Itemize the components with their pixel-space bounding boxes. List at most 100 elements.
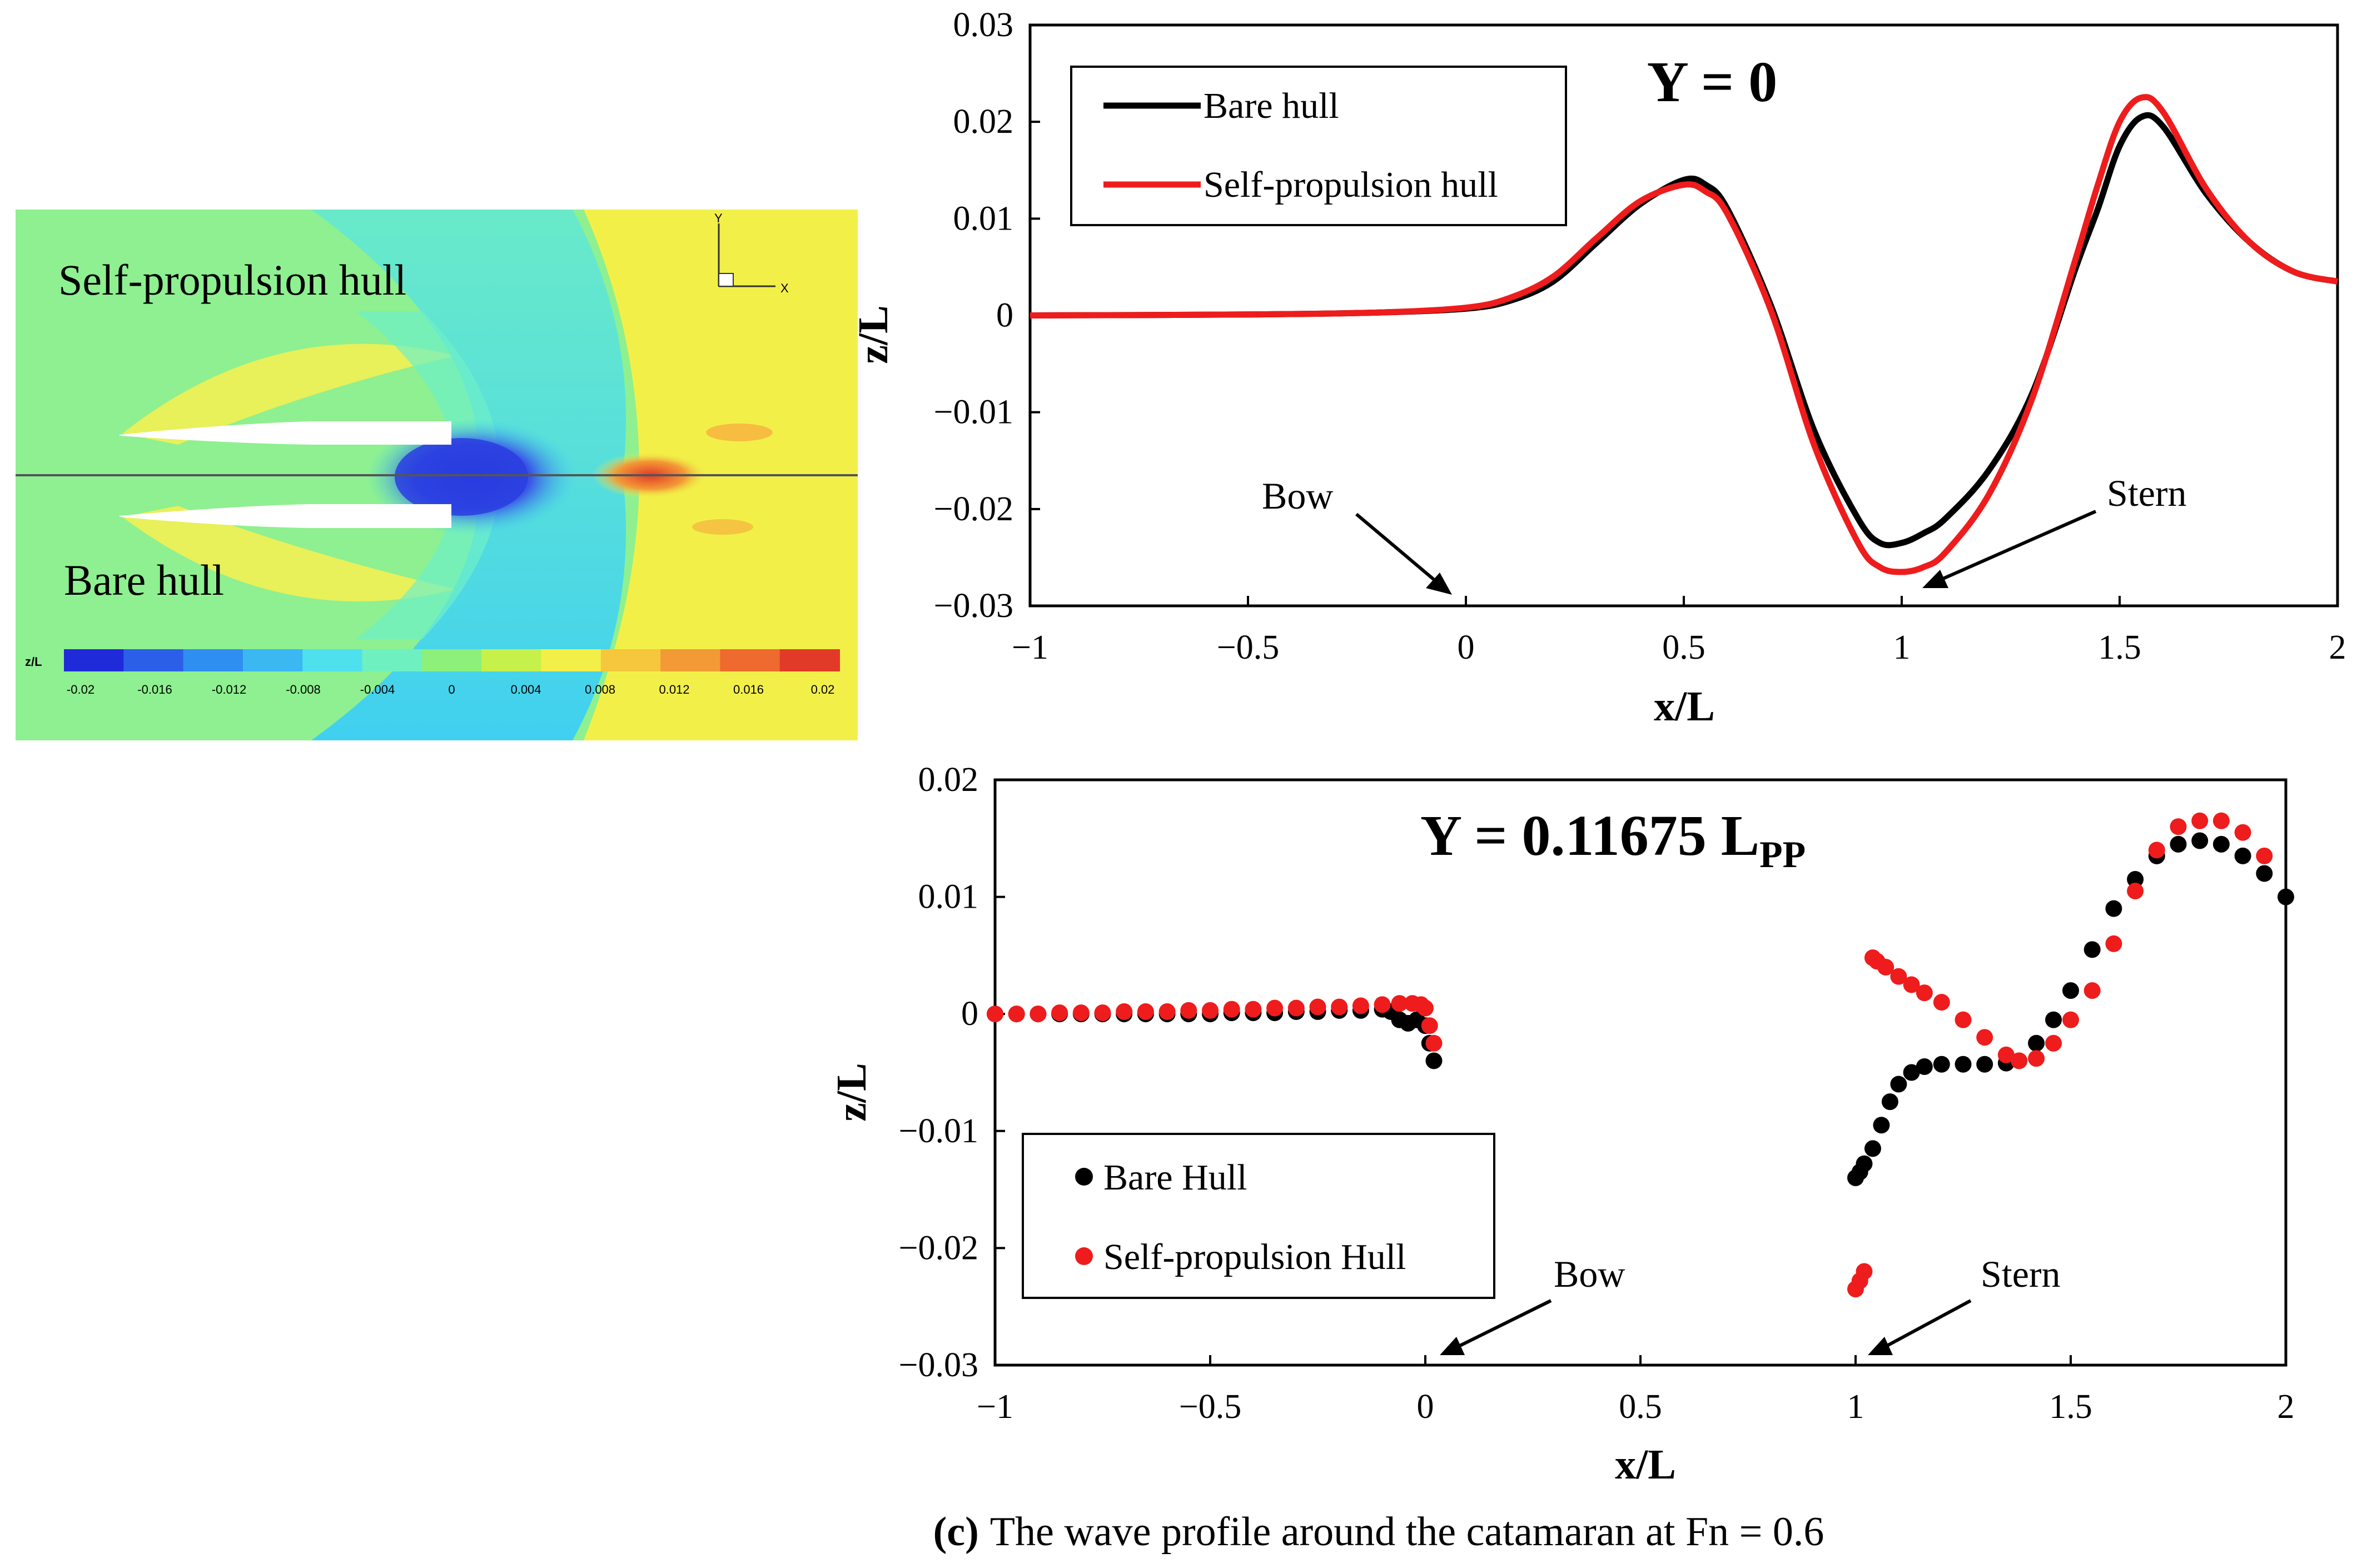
point-bare-hull [2105,900,2122,917]
point-self-propulsion-hull [1997,1046,2015,1063]
y-tick-label: 0.02 [953,103,1014,141]
point-bare-hull [1955,1056,1972,1073]
point-bare-hull [1873,1117,1890,1134]
point-self-propulsion-hull [1030,1005,1047,1023]
x-tick-label: −1 [977,1388,1013,1426]
chart1-stern-label: Stern [2107,472,2187,514]
axes-triad: Y X [714,211,789,295]
y-tick-label: −0.03 [899,1346,978,1384]
x-tick-label: 0.5 [1619,1388,1662,1426]
x-tick-label: 1.5 [2049,1388,2092,1426]
y-tick-label: 0.02 [918,761,979,799]
point-self-propulsion-hull [1856,1263,1873,1280]
figure-caption: (c) The wave profile around the catamaran… [933,1509,1824,1555]
point-bare-hull [1916,1058,1933,1075]
point-self-propulsion-hull [1890,968,1907,985]
colorbar-tick: -0.016 [137,683,172,696]
point-bare-hull [2256,865,2273,882]
point-self-propulsion-hull [2148,842,2165,859]
chart1-bow-arrow [1355,512,1452,595]
point-self-propulsion-hull [1916,984,1933,1002]
colorbar-swatch [720,649,780,671]
x-tick-label: −0.5 [1179,1388,1241,1426]
chart2-legend: Bare Hull Self-propulsion Hull [1022,1133,1495,1299]
point-self-propulsion-hull [1976,1029,1993,1046]
chart1-title: Y = 0 [1647,50,1778,114]
colorbar-tick: 0.012 [659,683,689,696]
y-tick-label: −0.01 [934,394,1013,431]
point-bare-hull [1903,1064,1920,1081]
y-tick-label: 0.01 [953,200,1014,237]
colorbar-swatch [64,649,125,671]
colorbar-swatch [779,649,840,671]
x-tick-label: 1.5 [2098,629,2141,666]
point-bare-hull [2191,832,2209,849]
legend2-swatch-self [1075,1247,1093,1265]
point-bare-hull [1933,1056,1950,1073]
point-self-propulsion-hull [1391,995,1408,1012]
colorbar-swatch [362,649,422,671]
colorbar-swatch [481,649,542,671]
caption-label: (c) [933,1509,979,1555]
y-tick-label: −0.02 [899,1229,978,1267]
y-tick-label: 0 [996,297,1013,335]
contour-blue-core [395,438,528,516]
point-self-propulsion-hull [1072,1004,1090,1022]
chart2-series [987,812,2294,1298]
colorbar-swatch [421,649,483,671]
point-self-propulsion-hull [1331,998,1348,1016]
colorbar-tick: -0.008 [286,683,320,696]
point-self-propulsion-hull [1309,998,1326,1016]
x-tick-label: 1 [1847,1388,1864,1426]
point-self-propulsion-hull [1051,1004,1068,1022]
legend2-bare-hull: Bare Hull [1103,1157,1247,1198]
y-tick-label: −0.02 [934,490,1013,528]
point-bare-hull [1890,1076,1907,1093]
point-bare-hull [2234,847,2251,864]
point-self-propulsion-hull [2170,818,2187,835]
colorbar-swatch [242,649,304,671]
contour-yellow-bow [122,344,456,445]
contour-orange-spot [706,424,773,441]
chart-y011675: 0.02 0.01 0 −0.01 −0.02 −0.03 −1 −0.5 0 0.5 1 1.5 2… [828,761,2295,1488]
colorbar-tick: 0.008 [585,683,615,696]
point-self-propulsion-hull [2212,812,2230,829]
colorbar-tick: 0.02 [811,683,835,696]
x-tick-label: 0 [1458,629,1475,666]
chart2-xlabel: x/L [1615,1441,1676,1488]
point-self-propulsion-hull [2045,1034,2062,1052]
point-self-propulsion-hull [1137,1003,1154,1020]
point-bare-hull [1864,1140,1881,1157]
point-bare-hull [2062,982,2079,999]
chart2-y-ticks: 0.02 0.01 0 −0.01 −0.02 −0.03 [899,761,1005,1384]
colorbar-tick: 0.004 [510,683,541,696]
point-self-propulsion-hull [1158,1003,1176,1020]
legend1-bare-hull: Bare hull [1204,86,1339,126]
point-self-propulsion-hull [1417,999,1434,1017]
x-tick-label: 2 [2329,629,2346,666]
point-self-propulsion-hull [1903,976,1920,993]
chart2-title: Y = 0.11675 LPP [1420,804,1806,875]
colorbar-swatch [660,649,721,671]
chart2-stern-label: Stern [1981,1253,2061,1295]
bare-hull-label: Bare hull [64,556,224,604]
axis-x-label: X [780,281,789,295]
colorbar-swatch [600,649,662,671]
chart2-bow-arrow [1440,1299,1552,1355]
point-self-propulsion-hull [1287,999,1305,1017]
legend2-self-propulsion-hull: Self-propulsion Hull [1103,1237,1406,1277]
colorbar-swatch [302,649,363,671]
chart1-bow-label: Bow [1262,475,1333,517]
chart1-stern-arrow [1922,510,2097,588]
x-tick-label: 1 [1893,629,1911,666]
chart2-ylabel: z/L [828,1063,875,1122]
x-tick-label: 0.5 [1662,629,1705,666]
chart1-x-ticks: −1 −0.5 0 0.5 1 1.5 2 [1012,596,2346,666]
colorbar-tick: 0 [448,683,455,696]
chart1-ylabel: z/L [850,305,897,364]
y-tick-label: −0.01 [899,1112,978,1150]
point-self-propulsion-hull [2011,1052,2028,1069]
point-self-propulsion-hull [1223,1000,1240,1018]
x-tick-label: −0.5 [1217,629,1279,666]
point-self-propulsion-hull [2062,1011,2079,1028]
